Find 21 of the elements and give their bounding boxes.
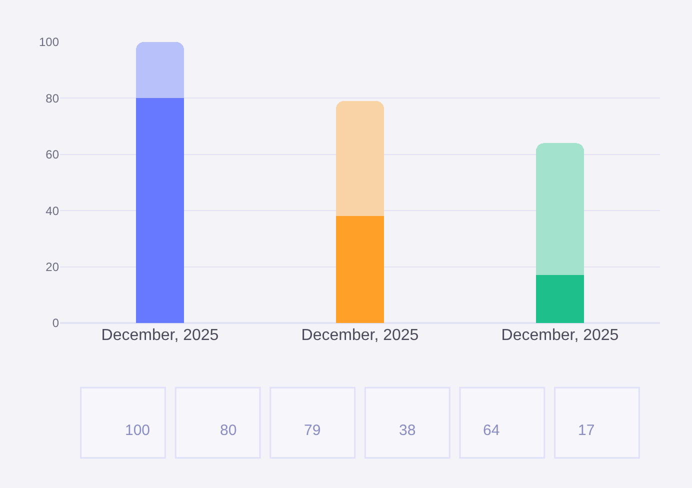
x-tick-label: December, 2025 xyxy=(301,327,419,344)
bar xyxy=(536,275,584,323)
x-tick-label: December, 2025 xyxy=(501,327,619,344)
y-tick-label: 0 xyxy=(52,316,60,330)
text: 64 xyxy=(483,422,500,439)
bar xyxy=(136,42,184,98)
y-tick-label: 100 xyxy=(38,35,60,50)
text: 17 xyxy=(578,422,595,439)
y-tick-label: 80 xyxy=(46,91,60,106)
x-tick-label: December, 2025 xyxy=(101,327,219,344)
text: 80 xyxy=(220,422,237,439)
bar xyxy=(536,143,584,276)
text: 79 xyxy=(304,422,321,439)
text: 38 xyxy=(399,422,416,439)
bar xyxy=(336,101,384,216)
bar xyxy=(136,98,184,323)
bar xyxy=(336,216,384,323)
y-tick-label: 60 xyxy=(46,148,60,162)
y-tick-label: 20 xyxy=(46,260,60,274)
y-tick-label: 40 xyxy=(46,204,60,218)
text: 100 xyxy=(125,422,150,439)
